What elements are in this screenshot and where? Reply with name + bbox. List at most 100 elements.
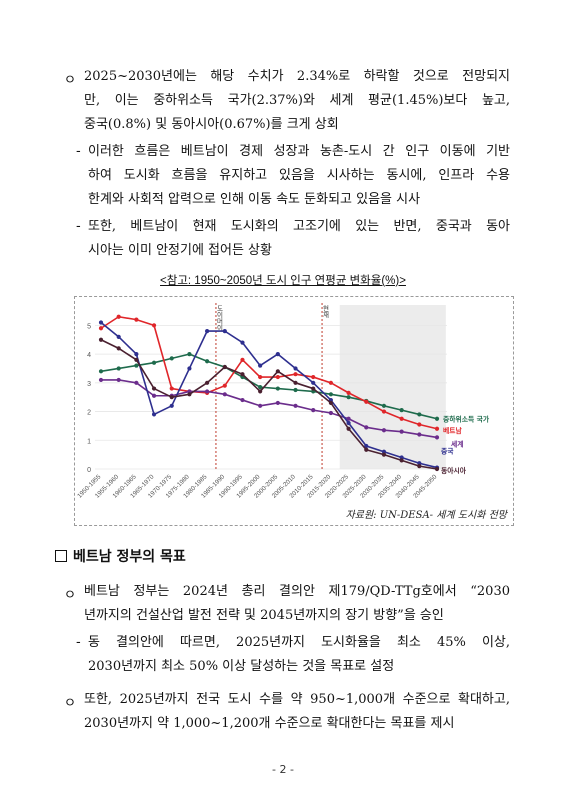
chart-container: 0 1 2 3 4 5 도이머이 현재 1950-1955 1955-1960 1960-1965 1… — [74, 296, 514, 526]
data-point — [346, 426, 351, 431]
data-point — [399, 458, 404, 463]
data-point — [364, 447, 369, 452]
chart-caption-text: <참고: 1950~2050년 도시 인구 연평균 변화율(%)> — [160, 275, 406, 287]
data-point — [205, 380, 210, 385]
y-tick-label: 1 — [87, 438, 91, 445]
data-point — [328, 410, 333, 416]
data-point — [434, 416, 440, 421]
data-point — [134, 317, 139, 322]
data-point — [311, 408, 316, 413]
text-line: 2030년까지 약 1,000~1,200개 수준으로 확대한다는 목표를 제시 — [84, 716, 455, 731]
text-line: 시아는 이미 안정기에 접어든 상황 — [88, 243, 272, 258]
data-point — [381, 449, 387, 454]
paragraph-government-resolution: 베트남 정부는 2024년 총리 결의안 제179/QD-TTg호에서 “203… — [84, 580, 510, 628]
text-line: 한계와 사회적 압력으로 인해 이동 속도 둔화되고 있음을 시사 — [88, 192, 421, 207]
series-label: 동아시아 — [441, 466, 467, 475]
data-point — [434, 466, 440, 472]
data-point — [151, 393, 157, 398]
data-point — [240, 340, 245, 345]
chart-caption: <참고: 1950~2050년 도시 인구 연평균 변화율(%)> — [0, 272, 566, 288]
data-point — [134, 363, 139, 368]
paragraph-urbanization-target: 동 결의안에 따르면, 2025년까지 도시화율을 최소 45% 이상, 203… — [88, 631, 510, 679]
text-line: 중국(0.8%) 및 동아시아(0.67%)를 크게 상회 — [84, 117, 339, 132]
forecast-shaded-region — [339, 305, 446, 469]
checkbox-square-icon — [55, 550, 67, 562]
data-point — [293, 372, 298, 377]
data-point — [381, 403, 387, 408]
data-point — [258, 403, 263, 408]
paragraph-urbanization-forecast: 2025~2030년에는 해당 수치가 2.34%로 하락할 것으로 전망되지 … — [84, 65, 510, 137]
series-label: 중국 — [441, 448, 454, 456]
text-line: 만, 이는 중하위소득 국가(2.37%)와 세계 평균(1.45%)보다 높고… — [84, 93, 510, 108]
data-point — [417, 432, 422, 437]
data-point — [98, 377, 104, 383]
data-point — [116, 377, 121, 383]
series-label: 중하위소득 국가 — [443, 415, 490, 424]
bullet-marker: ㅇ — [64, 588, 76, 603]
section-heading-text: 베트남 정부의 목표 — [73, 549, 186, 565]
data-point — [434, 435, 440, 440]
data-point — [364, 425, 369, 430]
data-point — [116, 334, 121, 339]
data-point — [328, 400, 333, 406]
data-point — [187, 389, 192, 394]
data-point — [258, 363, 263, 368]
data-point — [151, 386, 157, 391]
dash-marker: - — [76, 635, 81, 650]
data-point — [328, 380, 333, 385]
data-point — [399, 416, 404, 421]
dash-marker: - — [76, 144, 81, 159]
text-line: 2030년까지 최소 50% 이상 달성하는 것을 목표로 설정 — [88, 659, 395, 674]
data-point — [293, 366, 298, 371]
paragraph-city-count-target: 또한, 2025년까지 전국 도시 수를 약 950~1,000개 수준으로 확… — [84, 688, 510, 736]
text-line: 또한, 베트남이 현재 도시화의 고조기에 있는 반면, 중국과 동아 — [88, 219, 510, 234]
data-point — [434, 426, 440, 431]
data-point — [98, 320, 104, 325]
data-point — [116, 346, 121, 351]
data-point — [311, 380, 316, 385]
data-point — [275, 374, 280, 380]
text-line: 년까지의 건설산업 발전 전략 및 2045년까지의 장기 방향”을 승인 — [84, 608, 444, 623]
data-point — [169, 356, 174, 361]
text-line: 또한, 2025년까지 전국 도시 수를 약 950~1,000개 수준으로 확… — [84, 692, 510, 707]
data-point — [98, 369, 104, 374]
data-point — [205, 389, 210, 394]
series-line — [100, 353, 438, 420]
data-point — [98, 326, 104, 331]
data-point — [346, 416, 351, 421]
data-point — [258, 374, 263, 380]
bullet-marker: ㅇ — [64, 696, 76, 711]
text-line: 이러한 흐름은 베트남이 경제 성장과 농촌-도시 간 인구 이동에 기반 — [88, 144, 510, 159]
data-point — [187, 351, 192, 357]
data-point — [258, 385, 263, 390]
data-point — [417, 464, 422, 469]
data-point — [222, 392, 227, 397]
data-point — [275, 400, 280, 406]
data-point — [293, 380, 298, 385]
data-point — [205, 329, 210, 334]
data-point — [169, 395, 174, 400]
section-heading: 베트남 정부의 목표 — [55, 546, 186, 566]
data-point — [417, 412, 422, 417]
data-point — [346, 420, 351, 426]
y-tick-label: 0 — [87, 467, 91, 474]
data-point — [134, 357, 139, 362]
data-point — [328, 392, 333, 397]
data-point — [381, 409, 387, 414]
data-point — [364, 443, 369, 449]
text-line: 2025~2030년에는 해당 수치가 2.34%로 하락할 것으로 전망되지 — [84, 69, 510, 84]
series-line — [100, 321, 438, 469]
data-point — [134, 351, 139, 357]
data-point — [240, 357, 245, 362]
dash-marker: - — [76, 219, 81, 234]
data-point — [417, 461, 422, 466]
data-point — [205, 359, 210, 364]
data-point — [151, 360, 157, 365]
data-point — [346, 395, 351, 400]
bullet-marker: ㅇ — [64, 73, 76, 88]
data-point — [98, 337, 104, 342]
series-label: 베트남 — [443, 426, 463, 435]
data-point — [116, 366, 121, 371]
data-point — [399, 429, 404, 434]
paragraph-urbanization-trend: 이러한 흐름은 베트남이 경제 성장과 농촌-도시 간 인구 이동에 기반 하여… — [88, 140, 510, 212]
